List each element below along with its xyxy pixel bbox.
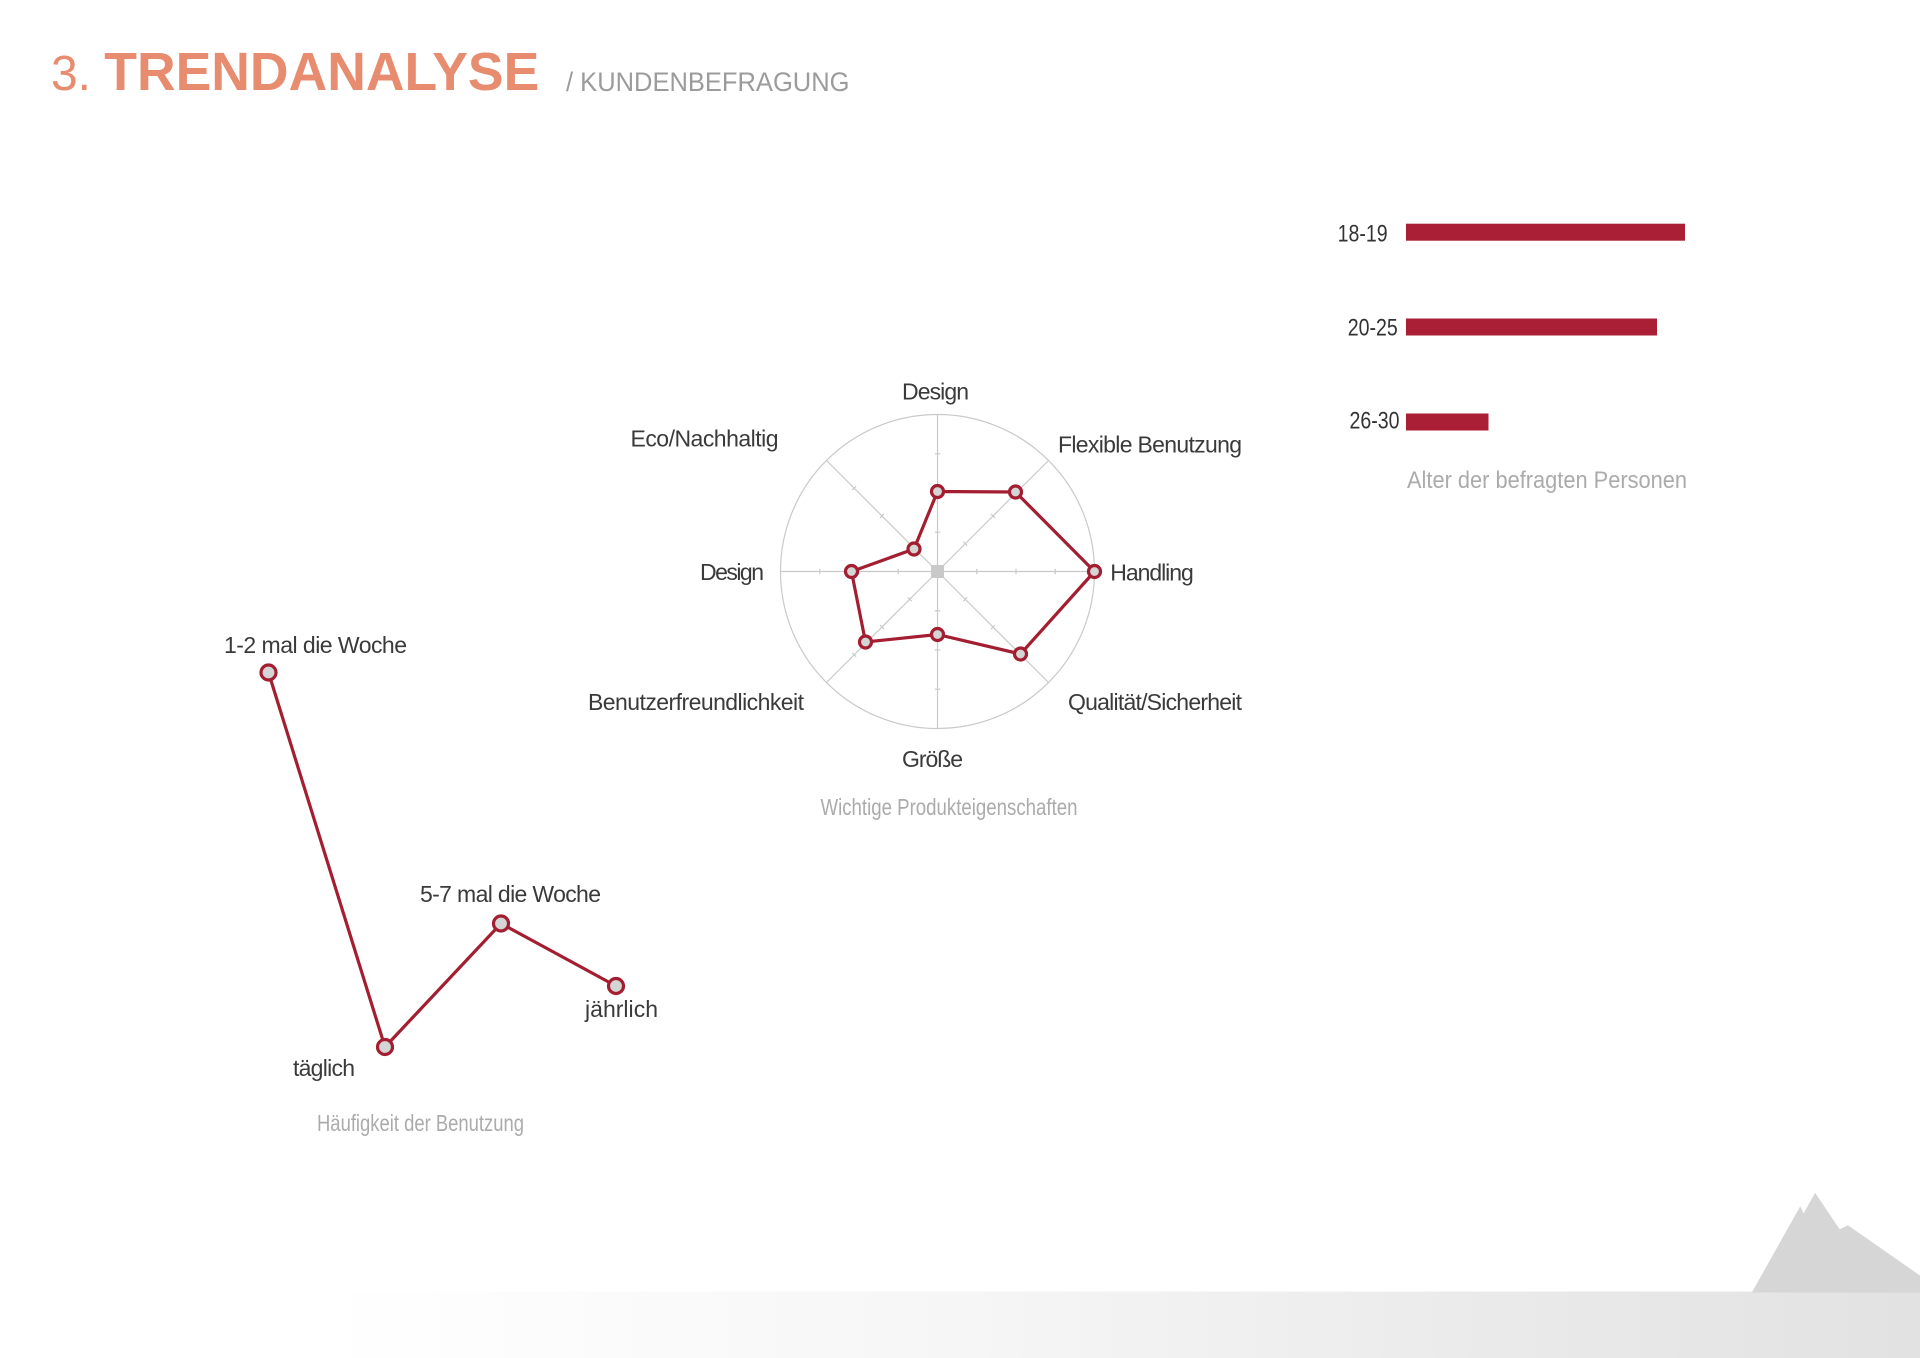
svg-text:Benutzerfreundlichkeit: Benutzerfreundlichkeit xyxy=(588,689,805,715)
svg-text:5-7 mal die Woche: 5-7 mal die Woche xyxy=(420,881,601,907)
svg-text:Alter der befragten Personen: Alter der befragten Personen xyxy=(1407,467,1687,494)
svg-text:täglich: täglich xyxy=(293,1055,355,1081)
svg-text:Flexible Benutzung: Flexible Benutzung xyxy=(1058,431,1242,457)
svg-text:3.: 3. xyxy=(51,47,91,101)
svg-text:18-19: 18-19 xyxy=(1338,220,1388,247)
svg-text:Design: Design xyxy=(700,559,764,585)
svg-text:Wichtige Produkteigenschaften: Wichtige Produkteigenschaften xyxy=(821,794,1078,820)
svg-text:1-2 mal die Woche: 1-2 mal die Woche xyxy=(224,632,407,658)
svg-text:Design: Design xyxy=(902,379,969,405)
svg-text:Häufigkeit der Benutzung: Häufigkeit der Benutzung xyxy=(317,1110,524,1136)
svg-text:Handling: Handling xyxy=(1110,560,1194,586)
svg-text:jährlich: jährlich xyxy=(584,996,658,1022)
svg-text:/ KUNDENBEFRAGUNG: / KUNDENBEFRAGUNG xyxy=(566,67,850,97)
svg-text:Größe: Größe xyxy=(902,746,963,772)
svg-text:Eco/Nachhaltig: Eco/Nachhaltig xyxy=(631,426,779,452)
svg-text:20-25: 20-25 xyxy=(1348,314,1398,341)
svg-text:26-30: 26-30 xyxy=(1350,408,1400,435)
svg-text:Qualität/Sicherheit: Qualität/Sicherheit xyxy=(1068,689,1243,715)
svg-text:TRENDANALYSE: TRENDANALYSE xyxy=(104,42,539,102)
